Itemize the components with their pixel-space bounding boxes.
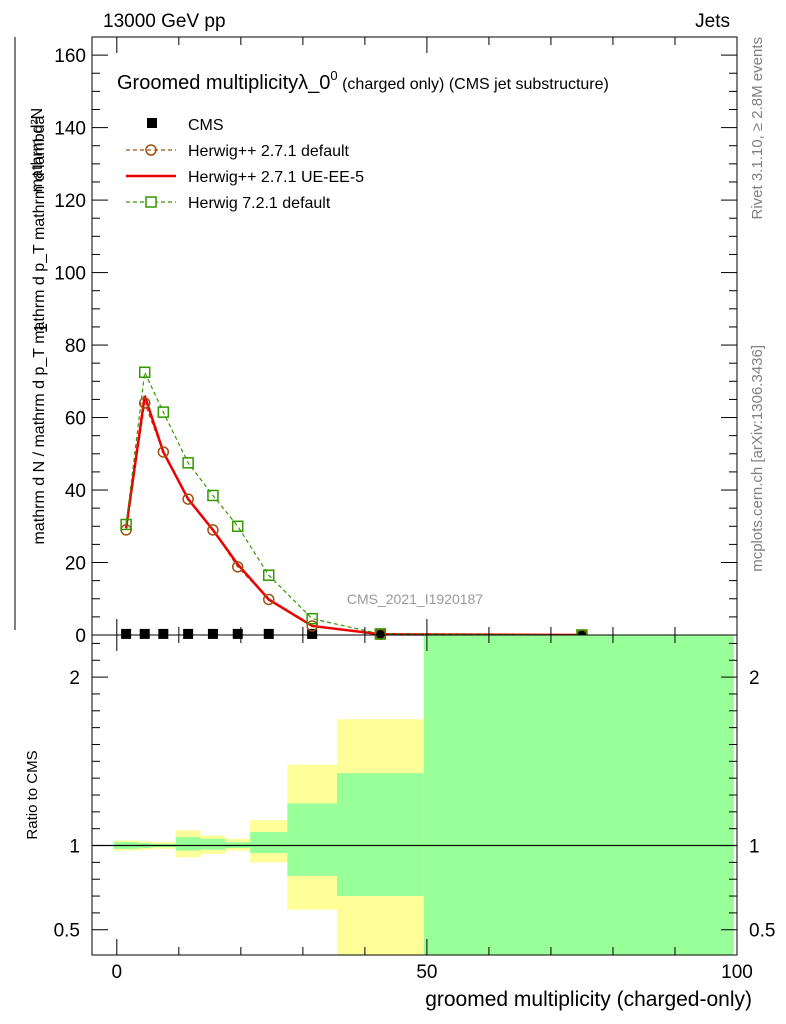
herwig7-point-4 bbox=[207, 489, 219, 502]
herwigpp-default-point-5 bbox=[231, 561, 244, 573]
cms-point-0 bbox=[121, 628, 132, 639]
ratio-ytick-label-1: 1 bbox=[69, 837, 80, 858]
ratio-panel: 0.5 0.5 1 1 2 2 0 50 100 Ratio to CMS groomed m… bbox=[24, 634, 775, 1011]
herwig7-point-2 bbox=[157, 406, 170, 418]
main-ytick-label-20: 20 bbox=[65, 554, 86, 575]
herwig7-point-5 bbox=[231, 520, 244, 533]
main-ytick-label-60: 60 bbox=[65, 409, 86, 430]
main-ytick-label-160: 160 bbox=[54, 46, 86, 67]
ratio-stat-band-9 bbox=[423, 635, 734, 955]
ratio-ytick-label-right-1: 1 bbox=[749, 837, 760, 858]
main-ytick-label-120: 120 bbox=[54, 191, 86, 212]
y-label-denominator: mathrm d N / mathrm d p_T mathrm d p_T m… bbox=[31, 115, 48, 544]
legend-marker-herwigpp-default bbox=[145, 144, 157, 156]
category-label: Jets bbox=[695, 11, 730, 32]
herwigpp-default-point-4 bbox=[207, 524, 219, 536]
legend-marker-cms bbox=[147, 118, 157, 128]
series-line-2 bbox=[124, 395, 582, 637]
energy-label: 13000 GeV pp bbox=[103, 11, 226, 32]
cms-point-6 bbox=[263, 628, 274, 639]
x-axis-label: groomed multiplicity (charged-only) bbox=[425, 988, 752, 1011]
herwig7-point-6 bbox=[263, 569, 275, 581]
cms-point-3 bbox=[183, 628, 194, 639]
cms-point-1 bbox=[139, 628, 150, 639]
herwig7-point-8 bbox=[374, 628, 387, 640]
ratio-ytick-label-right-0.5: 0.5 bbox=[749, 921, 775, 942]
cms-point-4 bbox=[207, 628, 218, 639]
legend-label-herwig7-default: Herwig 7.2.1 default bbox=[188, 195, 331, 212]
herwigpp-default-point-7 bbox=[306, 620, 318, 632]
rivet-version-label: Rivet 3.1.10, ≥ 2.8M events bbox=[749, 37, 766, 220]
legend: CMS Herwig++ 2.7.1 default Herwig++ 2.7.… bbox=[126, 117, 364, 212]
x-tick-label-100: 100 bbox=[721, 962, 753, 983]
y-label-top: mathrm d²N bbox=[29, 108, 46, 192]
ratio-y-axis-label: Ratio to CMS bbox=[24, 750, 41, 839]
ratio-stat-band-6 bbox=[250, 832, 288, 854]
legend-label-herwigpp-ueee5: Herwig++ 2.7.1 UE-EE-5 bbox=[188, 169, 364, 186]
chart-title: Groomed multiplicityλ_00 (charged only) … bbox=[117, 68, 609, 94]
cms-point-2 bbox=[158, 628, 169, 639]
main-ytick-label-40: 40 bbox=[65, 481, 86, 502]
ratio-ytick-label-2: 2 bbox=[69, 668, 80, 689]
ratio-ytick-label-0.5: 0.5 bbox=[54, 921, 80, 942]
x-tick-label-50: 50 bbox=[416, 962, 437, 983]
ratio-stat-band-7 bbox=[287, 803, 337, 876]
herwig7-point-1 bbox=[138, 366, 151, 378]
legend-label-herwigpp-default: Herwig++ 2.7.1 default bbox=[188, 143, 350, 160]
herwigpp-default-point-2 bbox=[157, 446, 170, 458]
series-line-3 bbox=[125, 370, 582, 636]
main-y-axis-label: 1 mathrm d²N mathrm d N / mathrm d p_T m… bbox=[14, 37, 51, 630]
legend-marker-herwig7-default bbox=[145, 196, 157, 208]
mcplots-label: mcplots.cern.ch [arXiv:1306.3436] bbox=[749, 345, 766, 572]
main-panel: 0 20 40 60 80 100 120 140 160 Groomed multiplici… bbox=[14, 36, 738, 647]
herwigpp-default-point-6 bbox=[263, 593, 275, 606]
main-ytick-label-0: 0 bbox=[75, 626, 86, 647]
main-ytick-label-140: 140 bbox=[54, 119, 86, 140]
ratio-stat-band-4 bbox=[200, 838, 226, 850]
cms-point-5 bbox=[232, 628, 243, 639]
ratio-stat-band-8 bbox=[336, 773, 424, 897]
x-tick-label-0: 0 bbox=[112, 962, 123, 983]
herwigpp-default-point-3 bbox=[182, 493, 194, 505]
analysis-watermark: CMS_2021_I1920187 bbox=[347, 591, 483, 607]
cms-point-7 bbox=[307, 628, 318, 639]
herwigpp-default-point-1 bbox=[138, 397, 151, 409]
main-ytick-label-80: 80 bbox=[65, 336, 86, 357]
herwig7-point-0 bbox=[120, 518, 132, 531]
main-ytick-label-100: 100 bbox=[54, 264, 86, 285]
legend-label-cms: CMS bbox=[188, 117, 224, 134]
herwig7-point-7 bbox=[306, 612, 318, 625]
y-label-numerator: 1 bbox=[31, 323, 51, 333]
ratio-ytick-label-right-2: 2 bbox=[749, 668, 760, 689]
herwig7-point-3 bbox=[182, 457, 194, 469]
ratio-stat-band-3 bbox=[175, 837, 201, 851]
